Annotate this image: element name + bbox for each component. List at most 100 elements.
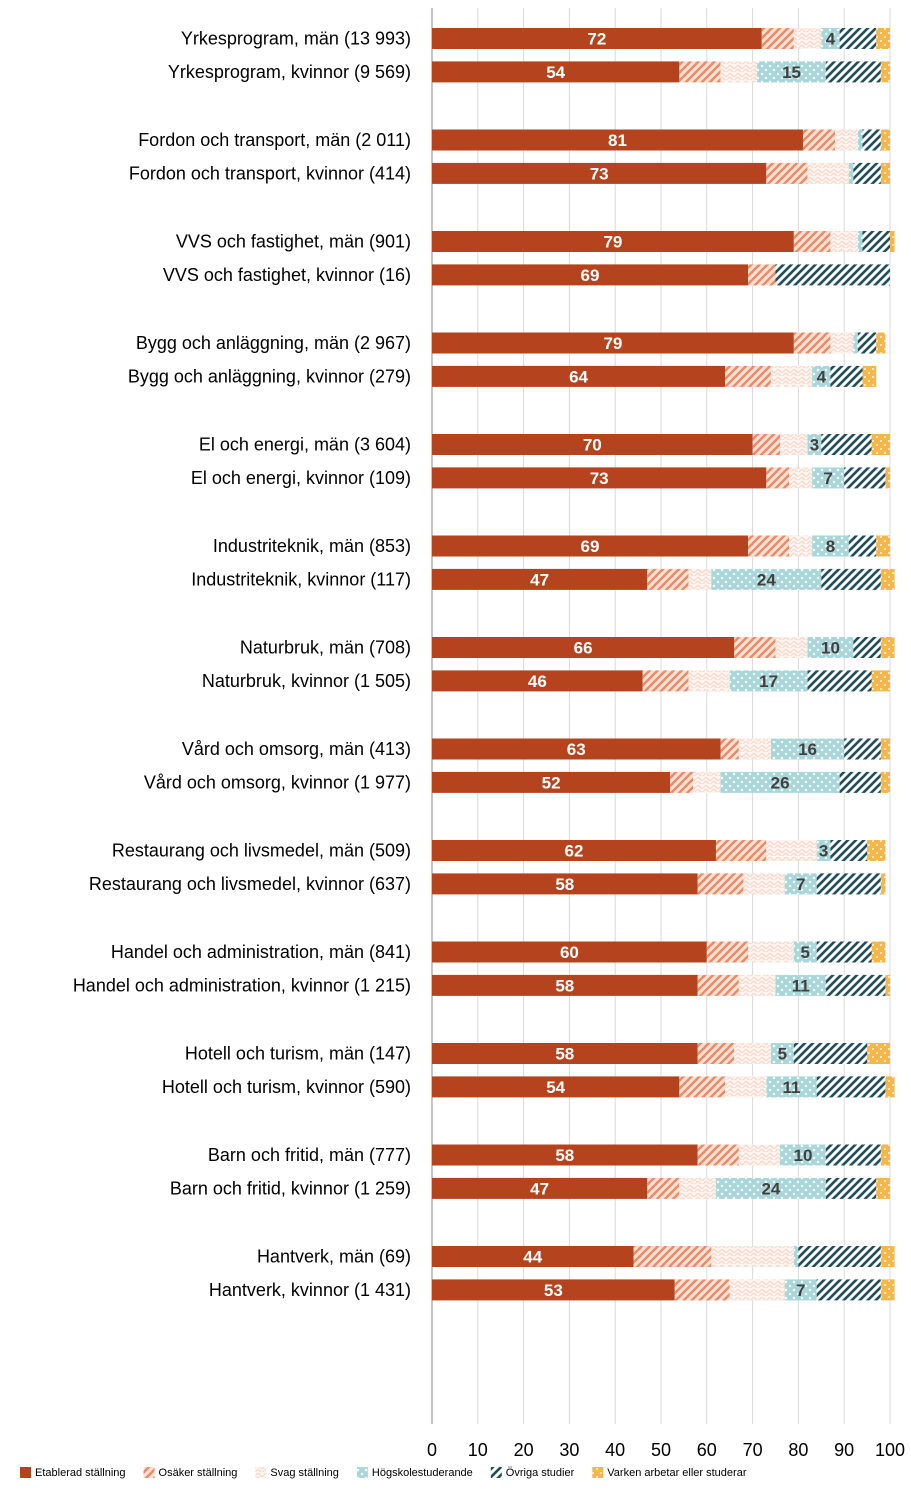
data-label: 66 [574,639,593,658]
bar-segment [880,129,890,151]
bar-segment [633,1246,712,1267]
x-tick-label: 30 [559,1440,579,1460]
data-label: 60 [560,943,579,962]
bar-segment [853,162,881,184]
data-label: 73 [590,469,609,488]
bar-segment [697,873,744,895]
bar-segment [770,1043,794,1064]
data-label: 62 [565,842,584,861]
data-label: 46 [528,672,547,691]
data-label: 72 [587,30,606,49]
data-label: 4 [817,367,827,386]
bar-segment [775,637,808,658]
data-label: 63 [567,740,586,759]
bar-segment [848,535,877,557]
bar-segment [734,1043,771,1064]
data-label: 5 [801,943,810,962]
category-label: Industriteknik, män (853) [213,536,411,556]
bar-segment [793,332,831,354]
bar-segment [674,1279,730,1301]
bar-segment [679,1177,716,1199]
bar-segment [725,365,771,387]
bar-segment [761,28,794,49]
data-label: 58 [555,1146,574,1165]
bar-segment [876,535,890,557]
bar-segment [432,1043,698,1064]
data-label: 26 [771,773,790,792]
bar-segment [880,162,890,184]
data-label: 11 [783,1078,801,1097]
bar-segment [862,231,890,252]
bar-segment [830,332,854,354]
bar-segment [839,771,881,793]
bar-segment [880,738,890,760]
bar-segment [821,434,872,455]
bar-segment [766,162,808,184]
data-label: 7 [823,469,832,488]
category-label: Naturbruk, män (708) [240,638,411,658]
bar-segment [432,941,707,963]
bar-segment [844,467,886,489]
legend-swatch [356,1467,368,1478]
bar-segment [853,332,858,354]
bar-segment [816,840,831,861]
bar-segment [720,738,739,760]
bar-segment [432,1076,680,1098]
bar-segment [793,941,817,963]
data-label: 24 [757,570,776,589]
bar-segment [876,28,890,49]
bar-segment [432,467,767,489]
bar-segment [679,61,721,83]
bar-segment [432,738,721,760]
bar-segment [825,61,881,83]
bar-segment [784,1279,817,1301]
bar-segment [748,535,790,557]
bar-segment [835,129,858,151]
bar-segment [757,61,826,83]
bar-segment [857,231,863,252]
bar-segment [880,61,890,83]
x-tick-label: 70 [743,1440,763,1460]
bar-segment [793,28,822,49]
data-label: 7 [796,1281,805,1300]
bar-segment [880,637,895,658]
bar-segment [738,738,771,760]
bar-segment [798,1246,881,1267]
bar-segment [738,1144,781,1166]
bar-segment [432,1144,698,1166]
legend-label: Svag ställning [270,1467,339,1479]
bar-segment [780,434,808,455]
bar-segment [432,637,735,658]
legend-label: Övriga studier [506,1467,575,1479]
bar-segment [693,771,721,793]
bar-segment [770,365,813,387]
bar-segment [432,840,716,861]
category-label: VVS och fastighet, kvinnor (16) [163,265,411,285]
data-label: 70 [583,436,602,455]
bar-segment [830,365,863,387]
x-tick-label: 60 [697,1440,717,1460]
bar-segment [432,61,680,83]
category-label: Hotell och turism, kvinnor (590) [162,1077,411,1097]
bar-segment [670,771,694,793]
bar-segment [647,568,689,590]
category-label: El och energi, män (3 604) [199,435,411,455]
bar-segment [766,1076,817,1098]
legend-label: Högskolestuderande [372,1467,473,1479]
bar-segment [766,467,790,489]
data-label: 3 [810,436,819,455]
bar-segment [816,1279,881,1301]
bar-segment [880,1246,895,1267]
bar-segment [432,873,698,895]
bar-segment [807,434,822,455]
category-label: Fordon och transport, män (2 011) [138,130,411,150]
bar-segment [432,129,803,151]
bar-segment [715,840,767,861]
bar-segment [715,1177,826,1199]
grid-lines [431,8,891,1424]
bar-segment [816,941,872,963]
data-label: 7 [796,875,805,894]
bar-segment [432,264,749,286]
bar-segment [862,365,877,387]
